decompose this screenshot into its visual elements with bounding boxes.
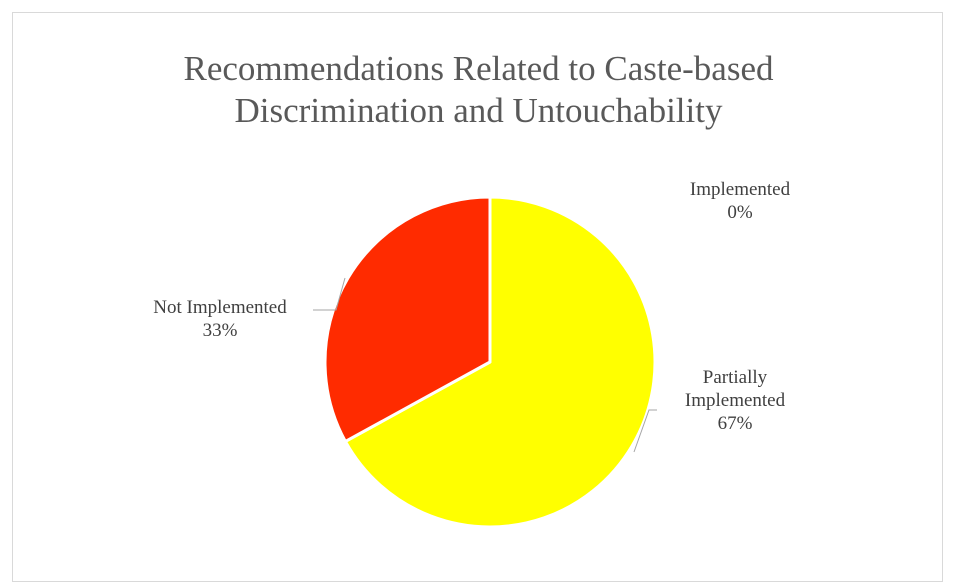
data-label-not-implemented: Not Implemented 33% xyxy=(130,296,310,342)
data-label-not-implemented-name: Not Implemented xyxy=(153,297,287,318)
pie-slice-partially-implemented xyxy=(343,195,657,529)
chart-title: Recommendations Related to Caste-based D… xyxy=(0,48,957,132)
chart-title-line-1: Recommendations Related to Caste-based xyxy=(183,49,774,88)
data-label-implemented: Implemented 0% xyxy=(675,178,805,224)
data-label-partially-implemented-value: 67% xyxy=(717,413,753,434)
data-label-partially-implemented-name-2: Implemented xyxy=(684,390,786,411)
data-label-implemented-value: 0% xyxy=(727,202,753,223)
leader-line-partially-implemented xyxy=(633,409,657,453)
leader-lines xyxy=(313,277,657,453)
leader-line-not-implemented xyxy=(313,277,346,311)
data-label-implemented-name: Implemented xyxy=(689,179,791,200)
chart-title-line-2: Discrimination and Untouchability xyxy=(234,91,723,130)
data-label-partially-implemented-name-1: Partially xyxy=(702,367,768,388)
pie-slices xyxy=(323,195,657,529)
data-label-not-implemented-value: 33% xyxy=(202,320,238,341)
pie-slice-not-implemented xyxy=(323,195,492,443)
data-label-partially-implemented: Partially Implemented 67% xyxy=(665,366,805,435)
